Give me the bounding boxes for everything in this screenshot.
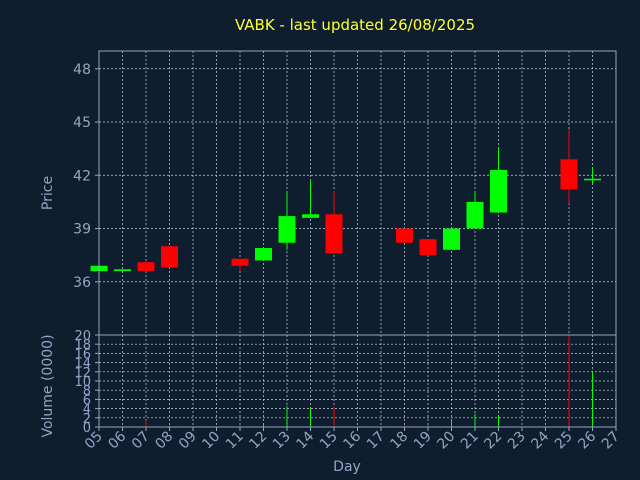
- price-y-tick-label: 48: [73, 62, 91, 78]
- candle: [560, 129, 578, 204]
- candle-body: [161, 246, 178, 268]
- candle-body: [490, 169, 507, 213]
- volume-y-tick-label: 10: [74, 375, 91, 390]
- x-tick-label: 13: [270, 429, 294, 453]
- candle: [137, 260, 155, 272]
- candle-body: [114, 269, 131, 272]
- x-tick-label: 15: [317, 429, 341, 453]
- candle-body: [396, 228, 413, 243]
- x-tick-label: 18: [387, 429, 411, 453]
- price-y-ticks: 36 39 42 45 48: [73, 62, 99, 291]
- candle: [255, 248, 272, 261]
- candle-body: [278, 216, 296, 243]
- x-tick-label: 17: [364, 429, 388, 453]
- candle: [490, 146, 507, 213]
- price-y-tick-label: 36: [73, 275, 91, 291]
- x-tick-label: 19: [411, 429, 435, 453]
- volume-y-tick-label: 6: [83, 393, 91, 408]
- volume-y-tick-label: 0: [83, 421, 91, 436]
- volume-bars: [98, 335, 593, 427]
- x-tick-label: 24: [528, 428, 552, 452]
- candle: [161, 246, 178, 268]
- volume-y-tick-label: 12: [74, 366, 91, 381]
- volume-y-tick-label: 20: [74, 329, 91, 344]
- x-axis-label: Day: [333, 459, 361, 475]
- candle-body: [302, 214, 319, 218]
- chart-title: VABK - last updated 26/08/2025: [235, 16, 475, 34]
- volume-axis-label: Volume (0000): [40, 334, 56, 437]
- volume-y-tick-label: 14: [74, 357, 91, 372]
- x-tick-label: 12: [246, 429, 270, 453]
- x-tick-label: 23: [505, 429, 529, 453]
- candle-body: [419, 239, 437, 256]
- x-tick-label: 16: [340, 428, 364, 452]
- volume-y-tick-label: 16: [74, 347, 91, 362]
- x-tick-label: 06: [105, 428, 129, 452]
- volume-y-tick-label: 2: [83, 412, 91, 427]
- volume-panel-frame: [98, 334, 617, 428]
- candle: [325, 191, 343, 254]
- candles: [90, 129, 601, 273]
- candle: [231, 258, 249, 272]
- candle: [114, 269, 131, 272]
- candle: [302, 180, 319, 218]
- volume-grid: [99, 335, 616, 427]
- price-y-tick-label: 42: [73, 168, 91, 184]
- x-tick-label: 09: [176, 429, 200, 453]
- x-tick-label: 07: [129, 429, 153, 453]
- x-tick-label: 11: [223, 429, 247, 453]
- candle: [419, 239, 437, 256]
- price-y-tick-label: 45: [73, 115, 91, 131]
- candle: [443, 228, 460, 250]
- price-grid: [99, 51, 616, 335]
- candle-body: [137, 262, 155, 272]
- x-tick-label: 21: [458, 429, 482, 453]
- candle-body: [584, 178, 601, 181]
- x-tick-label: 14: [293, 428, 317, 452]
- x-tick-label: 22: [481, 429, 505, 453]
- x-tick-label: 10: [199, 429, 223, 453]
- candle-body: [231, 258, 249, 266]
- x-tick-label: 26: [575, 428, 599, 452]
- x-tick-label: 20: [434, 429, 458, 453]
- candle-body: [255, 248, 272, 261]
- volume-y-tick-label: 8: [83, 384, 91, 399]
- candle-body: [560, 159, 578, 190]
- volume-y-tick-label: 18: [74, 338, 91, 353]
- candle: [466, 191, 484, 229]
- x-tick-label: 08: [152, 429, 176, 453]
- candle-body: [466, 201, 484, 229]
- x-tick-label: 25: [552, 429, 576, 453]
- candle-body: [443, 228, 460, 250]
- candle: [396, 228, 413, 243]
- price-axis-label: Price: [40, 176, 56, 210]
- candle-body: [325, 214, 343, 254]
- price-y-tick-label: 39: [73, 222, 91, 238]
- x-ticks: 05 06 07 08 09 10 11 12 13 14 15 16 17 18 19 20 21 22 23 24…: [82, 427, 623, 452]
- candle: [584, 168, 601, 185]
- volume-y-tick-label: 4: [83, 403, 91, 418]
- x-tick-label: 27: [599, 429, 623, 453]
- candle: [278, 191, 296, 250]
